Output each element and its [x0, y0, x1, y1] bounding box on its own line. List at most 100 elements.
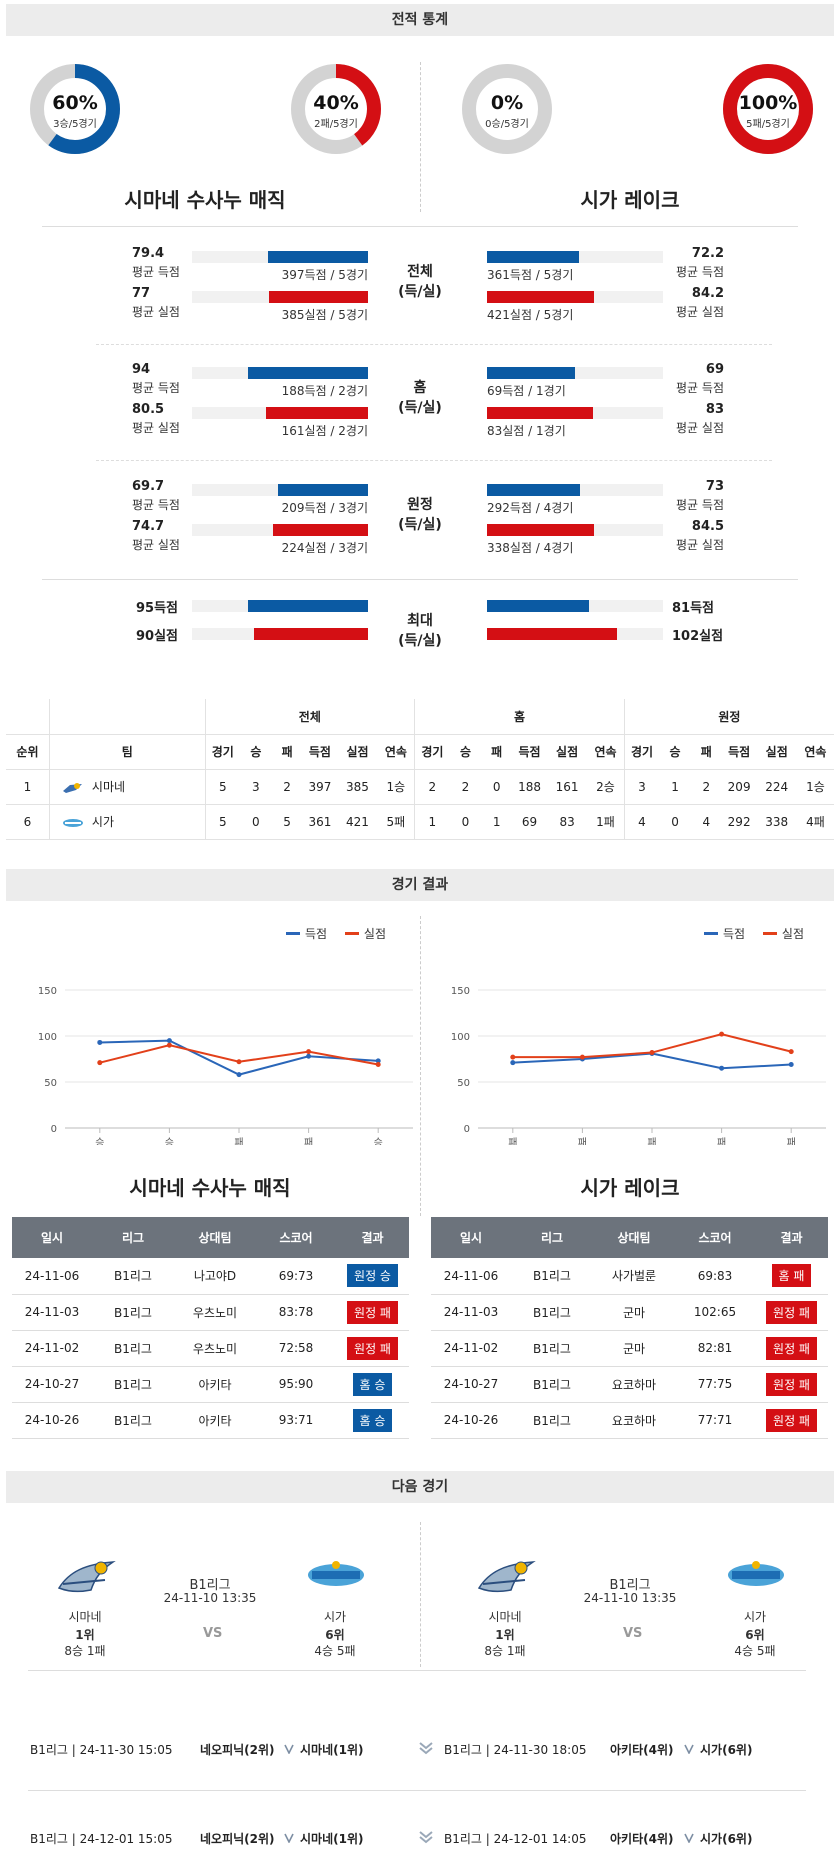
table-cell: 95:90 — [256, 1366, 336, 1403]
stat-bar — [254, 628, 368, 640]
stat-group-title: 최대 — [407, 613, 433, 629]
column-header: 상대팀 — [593, 1217, 675, 1258]
next-away-rank: 6위 — [745, 1628, 765, 1642]
stat-bar — [487, 524, 594, 536]
next-home-record: 8승 1패 — [64, 1644, 106, 1658]
legend-swatch-scored — [704, 932, 718, 935]
result-badge: 원정 패 — [766, 1372, 817, 1396]
stat-group-title: 전체 — [407, 264, 433, 280]
table-cell: 24-10-27 — [431, 1366, 511, 1403]
donut-arc — [723, 64, 813, 154]
table-cell: 아키타 — [174, 1366, 256, 1403]
table-cell: 우츠노미 — [174, 1294, 256, 1331]
donut-subtitle: 0승/5경기 — [485, 119, 529, 130]
stat-group-subtitle: (득/실) — [398, 284, 442, 300]
stat-value: 69.7 — [132, 479, 165, 494]
team-cell: 시가 — [49, 804, 206, 840]
stat-value: 90실점 — [135, 629, 178, 644]
column-header: 경기 — [414, 734, 450, 770]
table-cell: 5 — [205, 769, 240, 805]
data-point — [579, 1054, 585, 1060]
table-cell: 338 — [756, 804, 797, 840]
table-cell: B1리그 — [92, 1366, 174, 1403]
fixture-info: B1리그 | 24-11-30 18:05 — [444, 1743, 587, 1757]
column-header: 승 — [659, 734, 691, 770]
stat-bar — [487, 628, 617, 640]
donut-subtitle: 3승/5경기 — [53, 119, 97, 130]
legend-conceded: 실점 — [781, 927, 805, 941]
next-home-name: 시마네 — [488, 1610, 522, 1624]
stat-label: 평균 실점 — [676, 305, 724, 319]
stat-group-label: 홈 (득/실) — [380, 378, 460, 418]
fixture-team-away: 시마네(1위) — [300, 1743, 364, 1757]
x-tick-label: 승 — [95, 1137, 104, 1145]
table-row: 24-11-06 B1리그 사가벌룬 69:83 홈 패 — [431, 1258, 828, 1295]
section-header-results: 경기 결과 — [6, 869, 834, 901]
standings-table: 전체 홈 원정 순위 팀 경기 승 패 득점 실점 연속 경기 승 패 득점 실점 연속 경기 승 패 득점 실점 연… — [6, 699, 834, 840]
next-away-record: 4승 5패 — [734, 1644, 776, 1658]
table-cell: 421 — [337, 804, 378, 840]
stat-value: 81득점 — [672, 601, 715, 616]
legend-scored: 득점 — [723, 927, 746, 941]
table-cell: 요코하마 — [593, 1366, 675, 1403]
result-badge: 원정 패 — [766, 1300, 817, 1324]
standings-column-header-row: 순위 팀 경기 승 패 득점 실점 연속 경기 승 패 득점 실점 연속 경기 승 패 득점 실점 연속 — [6, 734, 834, 770]
donut-track — [462, 64, 552, 154]
lakes-logo-icon — [62, 818, 83, 827]
table-cell: B1리그 — [511, 1294, 593, 1331]
table-cell: 군마 — [593, 1294, 675, 1331]
table-cell: 292 — [721, 804, 757, 840]
stat-group-label: 최대 (득/실) — [380, 611, 460, 651]
column-header: 결과 — [755, 1217, 828, 1258]
column-header: 상대팀 — [174, 1217, 256, 1258]
next-datetime: 24-11-10 13:35 — [163, 1591, 257, 1605]
table-cell: 1 — [481, 804, 513, 840]
magic-logo-icon — [62, 782, 82, 793]
stat-bar-text: 188득점 / 2경기 — [281, 384, 368, 398]
table-cell: 209 — [721, 769, 757, 805]
x-tick-label: 승 — [374, 1137, 383, 1145]
column-header: 득점 — [721, 734, 757, 770]
versus-icon — [284, 1744, 294, 1754]
column-header: 실점 — [337, 734, 378, 770]
result-badge: 원정 패 — [347, 1300, 398, 1324]
fixture-team-home: 아키타(4위) — [610, 1832, 674, 1846]
next-league: B1리그 — [189, 1578, 231, 1593]
stat-label: 평균 실점 — [676, 538, 724, 552]
stat-label: 평균 득점 — [132, 381, 180, 395]
column-header: 득점 — [302, 734, 338, 770]
result-cell: 원정 패 — [755, 1402, 828, 1439]
y-tick-label: 150 — [451, 986, 470, 997]
next-away-name: 시가 — [323, 1610, 347, 1624]
table-cell: 77:71 — [675, 1402, 755, 1439]
group-header-away: 원정 — [624, 699, 834, 735]
stat-bar-text: 83실점 / 1경기 — [487, 424, 566, 438]
column-header: 팀 — [49, 734, 206, 770]
table-cell: 4 — [624, 804, 660, 840]
table-cell: 224 — [756, 769, 797, 805]
table-cell: B1리그 — [92, 1402, 174, 1439]
stat-value: 84.5 — [691, 519, 724, 534]
table-row: 24-11-02 B1리그 우츠노미 72:58 원정 패 — [12, 1330, 409, 1367]
chevron-down-icon — [419, 1742, 433, 1755]
table-cell: 24-11-03 — [12, 1294, 92, 1331]
column-header: 패 — [271, 734, 303, 770]
column-header: 일시 — [431, 1217, 511, 1258]
stat-label: 평균 득점 — [676, 381, 724, 395]
column-header: 승 — [239, 734, 272, 770]
section-header-record: 전적 통계 — [6, 4, 834, 36]
column-header: 패 — [481, 734, 513, 770]
data-point — [375, 1058, 381, 1064]
table-cell: 72:58 — [256, 1330, 336, 1367]
column-header: 실점 — [756, 734, 797, 770]
table-cell: 93:71 — [256, 1402, 336, 1439]
versus-icon — [684, 1744, 694, 1754]
data-point — [166, 1038, 172, 1044]
stat-bar — [248, 367, 368, 379]
table-cell: 1 — [6, 769, 50, 805]
table-cell: 4 — [690, 804, 722, 840]
stat-bar-text: 224실점 / 3경기 — [281, 541, 368, 555]
stat-bar-text: 421실점 / 5경기 — [487, 308, 574, 322]
stat-label: 평균 득점 — [132, 498, 180, 512]
stat-value: 84.2 — [691, 286, 724, 301]
